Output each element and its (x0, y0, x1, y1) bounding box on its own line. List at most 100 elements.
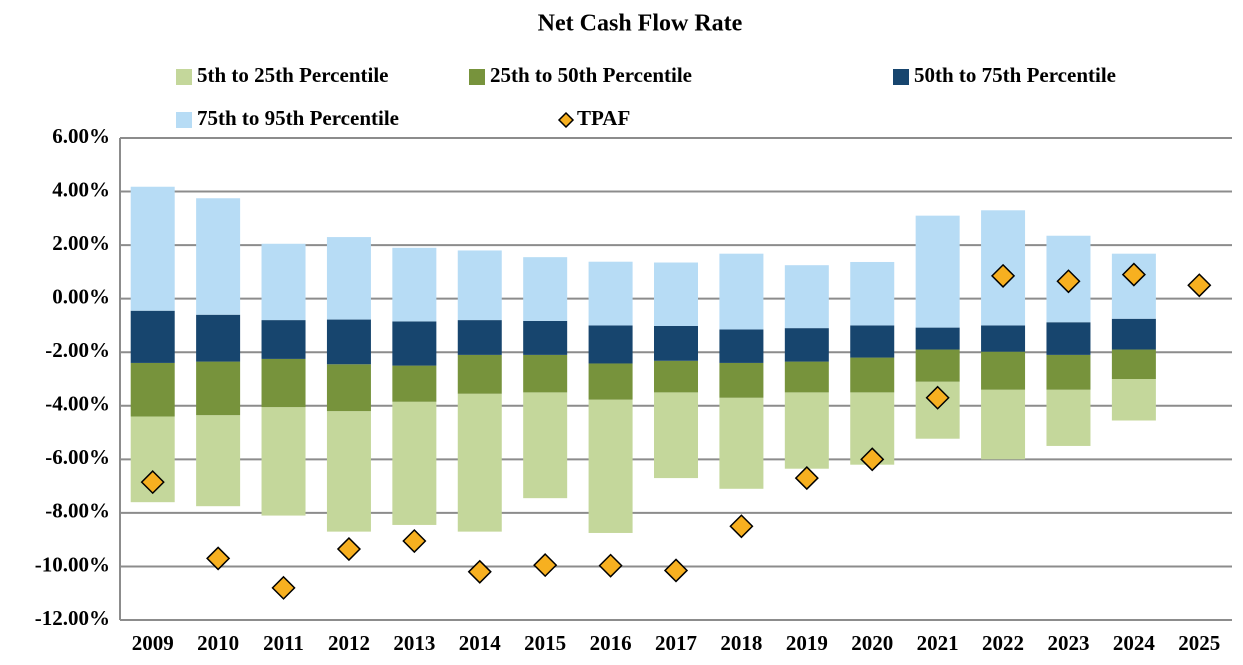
bar-segment (981, 389, 1026, 460)
x-tick-label: 2025 (1178, 631, 1220, 655)
marker (206, 546, 231, 571)
x-tick-label: 2009 (132, 631, 174, 655)
bar-segment (1111, 379, 1156, 421)
bar-segment (719, 362, 764, 398)
bar-segment (130, 186, 175, 311)
x-tick-label: 2020 (851, 631, 893, 655)
y-tick-label: -4.00% (45, 392, 110, 416)
marker (140, 470, 165, 495)
bar-segment (719, 397, 764, 489)
y-tick-label: -12.00% (35, 606, 110, 630)
bar-segment (457, 354, 502, 394)
legend-swatch (469, 69, 485, 85)
bar-segment (915, 327, 960, 350)
x-tick-label: 2015 (524, 631, 566, 655)
bar-segment (326, 411, 371, 532)
bar-segment (588, 261, 633, 326)
x-tick-label: 2012 (328, 631, 370, 655)
x-tick-label: 2016 (590, 631, 632, 655)
legend-swatch (176, 112, 192, 128)
y-tick-label: 0.00% (52, 284, 110, 308)
y-tick-label: -10.00% (35, 552, 110, 576)
bar-segment (196, 314, 241, 362)
bar-segment (588, 363, 633, 400)
y-tick-label: -6.00% (45, 445, 110, 469)
y-tick-label: 4.00% (52, 177, 110, 201)
marker (271, 575, 296, 600)
bar-segment (523, 392, 568, 499)
marker (336, 536, 362, 562)
bar-segment (261, 320, 306, 359)
legend-marker (557, 111, 575, 129)
y-tick-label: -2.00% (45, 338, 110, 362)
bar-segment (523, 257, 568, 321)
bar-segment (850, 325, 895, 358)
bar-segment (457, 250, 502, 321)
bar-segment (1111, 349, 1156, 379)
bar-segment (326, 319, 371, 365)
marker (1056, 269, 1081, 294)
bar-segment (719, 329, 764, 363)
bar-segment (326, 364, 371, 412)
bar-segment (981, 325, 1026, 352)
bar-segment (784, 392, 829, 469)
chart-title: Net Cash Flow Rate (538, 11, 743, 37)
bar-segment (915, 215, 960, 328)
marker (860, 447, 885, 472)
legend-swatch (893, 69, 909, 85)
x-tick-label: 2010 (197, 631, 239, 655)
x-tick-label: 2014 (459, 631, 502, 655)
bar-segment (654, 392, 698, 479)
marker (990, 263, 1016, 288)
x-tick-label: 2018 (720, 631, 762, 655)
bar-segment (654, 325, 698, 361)
bar-segment (196, 198, 241, 315)
legend-label: 50th to 75th Percentile (914, 63, 1116, 87)
bar-segment (784, 361, 829, 393)
bar-segment (523, 320, 568, 355)
bar-segment (915, 349, 960, 382)
bar-segment (588, 399, 633, 533)
bar-segment (261, 243, 306, 321)
legend-label: 5th to 25th Percentile (197, 63, 388, 87)
marker (925, 385, 950, 410)
bar-segment (130, 362, 175, 417)
bar-segment (850, 261, 895, 326)
x-tick-label: 2011 (263, 631, 304, 655)
bar-segment (588, 325, 633, 364)
bar-segment (130, 310, 175, 363)
y-tick-label: 6.00% (52, 124, 110, 148)
marker (1121, 262, 1146, 287)
bar-segment (457, 393, 502, 532)
bar-segment (392, 247, 437, 322)
legend-label: 25th to 50th Percentile (490, 63, 692, 87)
bar-segment (523, 354, 568, 393)
y-tick-label: 2.00% (52, 231, 110, 255)
y-tick-label: -8.00% (45, 499, 110, 523)
bar-segment (261, 407, 306, 516)
x-tick-label: 2024 (1113, 631, 1156, 655)
x-tick-label: 2021 (917, 631, 959, 655)
x-tick-label: 2017 (655, 631, 697, 655)
x-tick-label: 2022 (982, 631, 1024, 655)
bar-segment (1046, 322, 1091, 355)
marker (1187, 273, 1212, 298)
marker (402, 528, 427, 554)
bar-segment (392, 365, 437, 402)
x-tick-label: 2019 (786, 631, 828, 655)
bar-segment (850, 357, 895, 393)
bar-segment (784, 328, 829, 362)
bar-segment (654, 262, 698, 326)
marker (794, 466, 819, 491)
bar-segment (392, 401, 437, 525)
bar-segment (981, 351, 1026, 390)
legend-swatch (176, 69, 192, 85)
x-tick-label: 2023 (1047, 631, 1089, 655)
bar-segment (196, 415, 241, 507)
bar-segment (196, 361, 241, 416)
bar-segment (654, 360, 698, 393)
bar-segment (1111, 318, 1156, 350)
bar-segment (326, 237, 371, 320)
bar-segment (719, 253, 764, 330)
